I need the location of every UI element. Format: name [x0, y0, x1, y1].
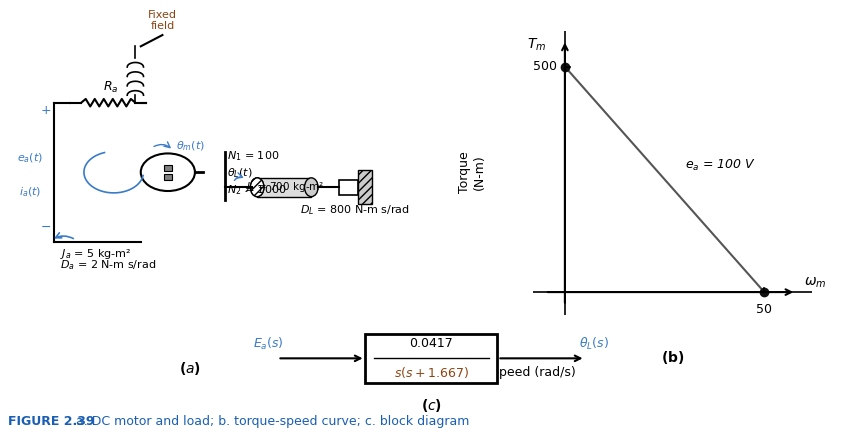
Text: $D_a$ = 2 N-m s/rad: $D_a$ = 2 N-m s/rad	[59, 258, 156, 272]
Text: $R_a$: $R_a$	[103, 80, 118, 95]
Text: $T_m$: $T_m$	[527, 37, 547, 53]
Text: Fixed
field: Fixed field	[148, 10, 177, 31]
FancyBboxPatch shape	[365, 334, 497, 383]
Text: $i_a(t)$: $i_a(t)$	[19, 185, 41, 198]
Text: $\omega_m$: $\omega_m$	[805, 275, 827, 290]
Text: a. DC motor and load; b. torque-speed curve; c. block diagram: a. DC motor and load; b. torque-speed cu…	[64, 415, 470, 428]
Text: $\theta_L(s)$: $\theta_L(s)$	[580, 336, 609, 352]
Text: $\theta_m(t)$: $\theta_m(t)$	[176, 140, 205, 153]
Text: ($a$): ($a$)	[179, 360, 201, 377]
Text: 0.0417: 0.0417	[409, 336, 453, 350]
Text: Speed (rad/s): Speed (rad/s)	[491, 366, 575, 379]
Ellipse shape	[250, 178, 264, 197]
Text: Torque
(N-m): Torque (N-m)	[458, 152, 486, 194]
Text: $J_L$ = 700 kg-m²: $J_L$ = 700 kg-m²	[244, 180, 324, 194]
Text: −: −	[41, 221, 52, 233]
Text: 50: 50	[756, 303, 772, 316]
Bar	[164, 174, 172, 180]
Ellipse shape	[305, 178, 318, 197]
Bar	[257, 178, 311, 197]
Text: $s(s + 1.667)$: $s(s + 1.667)$	[394, 364, 469, 380]
Text: $e_a$ = 100 V: $e_a$ = 100 V	[684, 158, 755, 173]
Bar	[339, 180, 359, 195]
Text: $N_2$ = 1000: $N_2$ = 1000	[228, 183, 287, 197]
Ellipse shape	[250, 178, 264, 197]
Text: +: +	[41, 104, 52, 117]
Text: $N_1$ = 100: $N_1$ = 100	[228, 149, 280, 163]
Text: $J_a$ = 5 kg-m²: $J_a$ = 5 kg-m²	[59, 247, 130, 261]
Bar	[359, 170, 372, 204]
Text: $e_a(t)$: $e_a(t)$	[17, 151, 43, 165]
Text: ($\mathbf{b}$): ($\mathbf{b}$)	[661, 349, 684, 366]
Text: $\theta_L(t)$: $\theta_L(t)$	[228, 166, 253, 180]
Text: $D_L$ = 800 N-m s/rad: $D_L$ = 800 N-m s/rad	[300, 204, 410, 217]
Text: FIGURE 2.39: FIGURE 2.39	[8, 415, 95, 428]
Bar	[164, 165, 172, 170]
Text: 500: 500	[533, 60, 557, 73]
Text: ($c$): ($c$)	[421, 397, 442, 414]
Text: $E_a(s)$: $E_a(s)$	[253, 336, 284, 352]
